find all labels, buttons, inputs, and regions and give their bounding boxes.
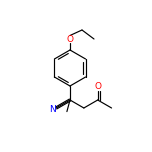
Text: O: O: [94, 83, 101, 92]
Text: N: N: [49, 105, 56, 114]
Text: O: O: [67, 35, 74, 43]
